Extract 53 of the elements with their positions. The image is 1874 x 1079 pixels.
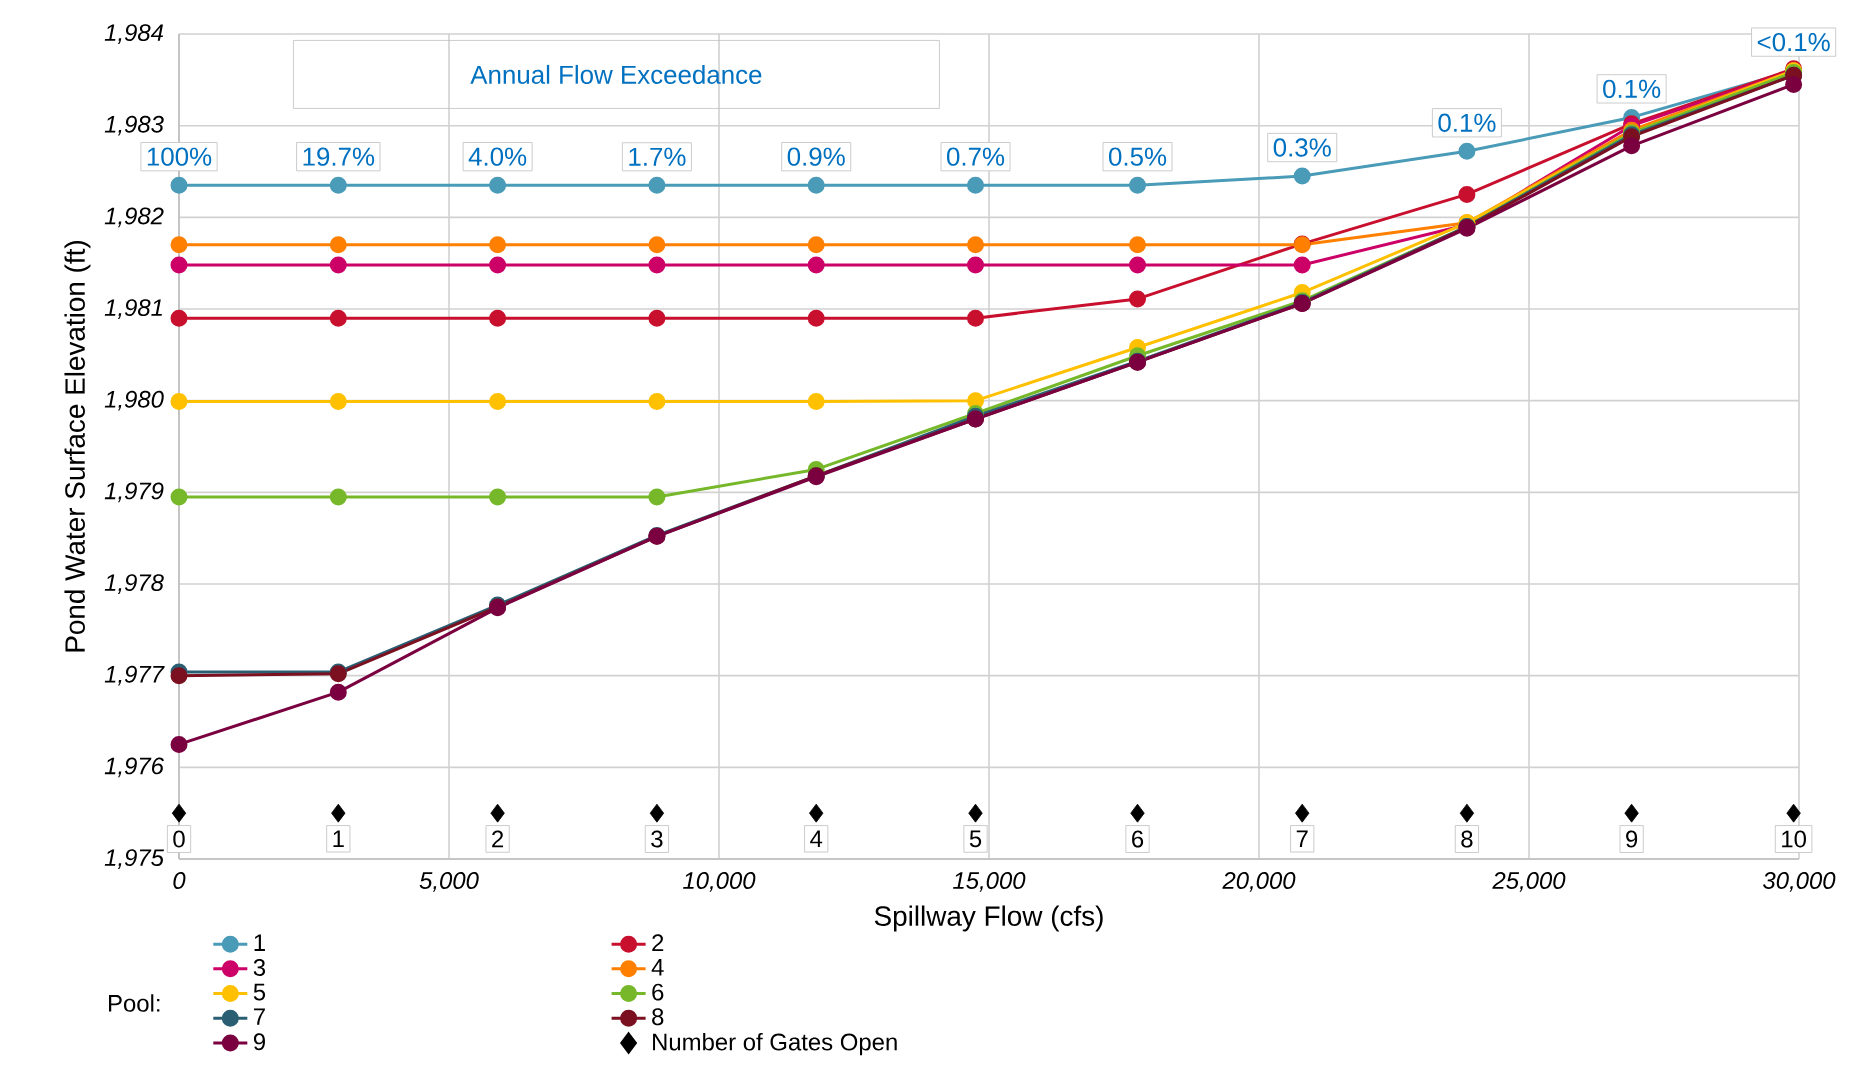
y-tick-label: 1,981 [104,299,162,319]
annotation: 4 [810,830,823,848]
annotation: <0.1% [1757,32,1830,52]
legend-label: 8 [652,1008,664,1026]
annotation: 6 [1132,830,1144,848]
x-tick-label: 0 [173,872,186,889]
x-tick-label: 30,000 [1763,872,1836,892]
x-tick-label: 10,000 [683,872,756,892]
y-tick-label: 1,978 [104,574,164,594]
annotation: 0.1% [1438,113,1496,132]
y-tick-label: 1,976 [104,757,164,778]
legend-label: 7 [254,1008,265,1025]
text: Annual Flow Exceedance [470,64,762,84]
y-tick-label: 1,984 [104,24,164,44]
annotation: 0.7% [946,147,1005,166]
x-tick-label: 15,000 [953,872,1026,892]
x-tick-label: 20,000 [1222,872,1296,892]
legend-label: 5 [253,983,266,1001]
legend-label: 1 [254,934,265,951]
legend-title: Pool: [109,994,160,1012]
y-tick-label: 1,975 [104,849,164,869]
legend-label: 9 [253,1033,265,1051]
annotation: 4.0% [468,147,527,166]
y-tick-label: 1,980 [104,390,164,411]
annotation: 10 [1782,830,1806,848]
legend-label: Number of Gates Open [653,1032,897,1056]
annotation: 1.7% [629,147,686,166]
legend-label: 4 [651,959,664,976]
y-tick-label: 1,982 [104,207,164,228]
annotation: 5 [969,830,982,848]
annotation: 0.3% [1273,138,1331,157]
annotation: 0.1% [1603,79,1661,99]
y-tick-label: 1,977 [104,665,165,686]
annotation: 9 [1626,830,1638,848]
annotation: 0 [173,830,185,848]
y-tick-label: 1,983 [104,115,164,136]
legend-label: 6 [652,983,664,1001]
x-tick-label: 5,000 [419,872,479,892]
annotation: 100% [147,147,212,166]
annotation: 19.7% [303,147,375,166]
annotation: 0.9% [787,147,845,166]
y-tick-label: 1,979 [104,482,164,503]
legend-label: 2 [652,934,664,952]
annotation: 0.5% [1108,147,1167,166]
x-tick-label: 25,000 [1492,872,1566,892]
annotation: 2 [492,830,504,848]
annotation: 7 [1296,830,1308,848]
annotation: 3 [651,830,663,848]
legend-label: 3 [253,958,266,976]
annotation: 1 [333,830,344,848]
y-axis-title: Pond Water Surface Elevation (ft) [64,241,91,652]
x-axis-title: Spillway Flow (cfs) [874,905,1103,932]
annotation: 8 [1461,830,1473,848]
